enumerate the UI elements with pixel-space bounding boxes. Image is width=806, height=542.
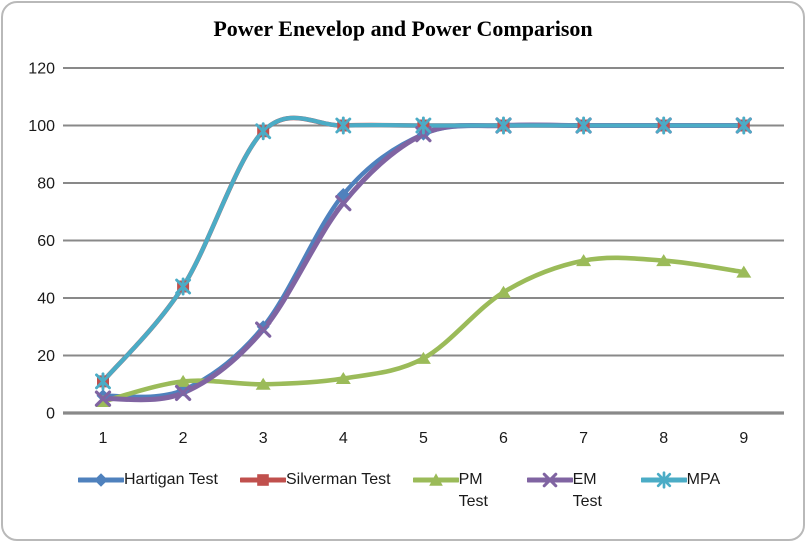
legend-label-em-test: EM Test	[572, 471, 602, 510]
asterisk-marker	[656, 471, 671, 489]
triangle-marker	[576, 254, 592, 267]
triangle-marker	[736, 265, 752, 278]
asterisk-marker	[655, 116, 672, 135]
y-tick-label: 120	[28, 61, 55, 78]
x-marker	[174, 384, 192, 402]
legend-swatch-em-test	[526, 472, 573, 488]
x-tick-label: 1	[99, 430, 108, 447]
triangle-marker	[496, 285, 511, 298]
diamond-marker	[94, 473, 108, 487]
x-tick-label: 9	[739, 430, 748, 447]
legend-swatch-hartigan-test	[78, 473, 124, 487]
asterisk-marker	[495, 116, 512, 135]
y-tick-label: 60	[37, 233, 55, 250]
legend-item-silverman-test: Silverman Test	[239, 469, 391, 491]
x-marker	[335, 194, 352, 212]
y-tick-label: 20	[37, 348, 55, 365]
x-marker	[255, 321, 272, 338]
series-line-mpa	[100, 115, 746, 384]
y-axis-tick-labels: 0 20 40 60 80 100 120	[28, 61, 55, 423]
x-tick-label: 7	[579, 430, 588, 447]
triangle-marker	[255, 377, 271, 390]
asterisk-marker	[95, 372, 111, 391]
triangle-marker	[335, 372, 351, 384]
series-line-silverman-test	[100, 115, 747, 384]
series-markers-silverman-test	[97, 119, 750, 388]
triangle-marker	[428, 473, 443, 486]
x-axis-tick-labels: 1 2 3 4 5 6 7 8 9	[99, 430, 749, 447]
asterisk-marker	[255, 122, 272, 141]
legend-item-em-test: EM Test	[526, 469, 619, 512]
diamond-marker	[256, 320, 270, 334]
legend-label-silverman-test: Silverman Test	[285, 471, 391, 488]
x-tick-label: 6	[499, 430, 508, 447]
x-marker	[542, 472, 557, 488]
series-line-pm-test	[100, 255, 747, 404]
legend-swatch-mpa	[640, 471, 687, 489]
x-marker	[94, 390, 112, 407]
legend-swatch-silverman-test	[239, 474, 286, 486]
legend-swatch-pm-test	[412, 473, 459, 486]
y-tick-label: 0	[46, 406, 55, 423]
asterisk-marker	[415, 116, 432, 135]
triangle-marker	[415, 351, 431, 364]
x-tick-label: 5	[419, 430, 428, 447]
triangle-marker	[656, 254, 672, 267]
legend-item-hartigan-test: Hartigan Test	[78, 469, 218, 491]
y-tick-label: 40	[37, 291, 55, 308]
legend-item-pm-test: PM Test	[412, 469, 505, 512]
series-markers-mpa	[95, 116, 752, 391]
asterisk-marker	[575, 116, 592, 135]
legend-label-hartigan-test: Hartigan Test	[124, 471, 218, 488]
triangle-marker	[175, 374, 191, 387]
asterisk-marker	[175, 277, 192, 296]
chart-title: Power Enevelop and Power Comparison	[213, 16, 593, 41]
x-tick-label: 2	[179, 430, 188, 447]
x-tick-label: 4	[339, 430, 348, 447]
legend-item-mpa: MPA	[640, 469, 721, 491]
asterisk-marker	[735, 116, 752, 135]
y-tick-label: 100	[28, 118, 55, 135]
x-tick-label: 3	[259, 430, 268, 447]
x-tick-label: 8	[659, 430, 668, 447]
y-tick-label: 80	[37, 176, 55, 193]
legend-label-pm-test: PM Test	[458, 471, 488, 510]
square-marker	[257, 474, 269, 486]
legend-label-mpa: MPA	[686, 471, 721, 488]
asterisk-marker	[335, 116, 352, 135]
chart-legend: Hartigan Test Silverman Test PM Test EM Tes…	[78, 469, 720, 512]
line-chart: 0 20 40 60 80 100 120 1 2 3 4 5 6 7 8 9	[28, 61, 784, 447]
